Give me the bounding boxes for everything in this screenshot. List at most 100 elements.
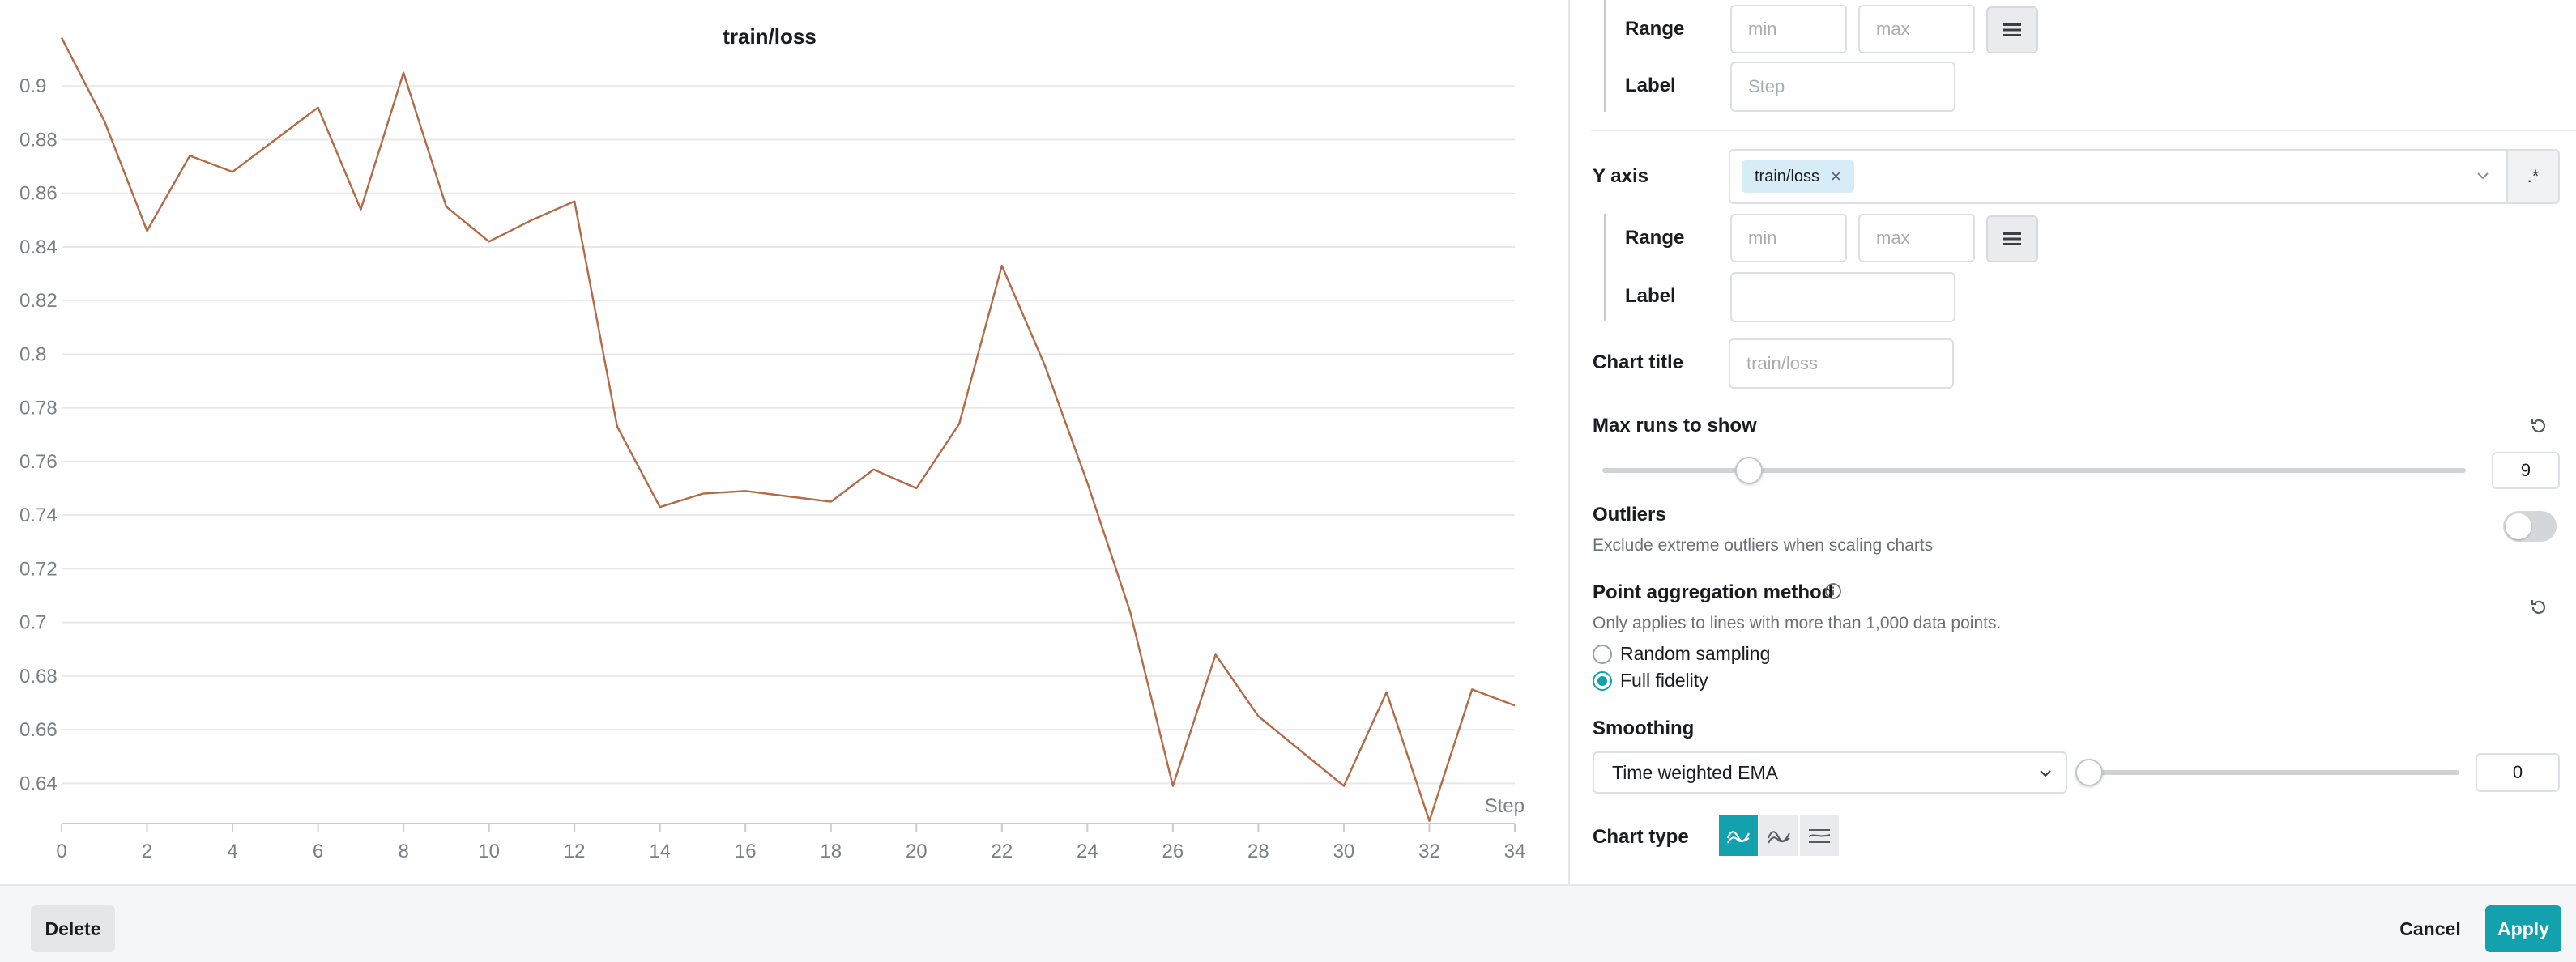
x-range-label: Range (1625, 18, 1685, 40)
x-tick-label: 8 (398, 841, 408, 862)
menu-lines-icon (2003, 232, 2021, 245)
reset-icon[interactable] (2529, 416, 2548, 436)
y-axis-tag-train-loss[interactable]: train/loss × (1742, 160, 1854, 193)
y-tick-label: 0.72 (19, 558, 58, 580)
line-chart-icon (1726, 831, 1750, 844)
radio-random-sampling[interactable] (1593, 645, 1612, 664)
chart-type-area-button[interactable] (1759, 815, 1798, 856)
x-tick-label: 32 (1418, 841, 1440, 862)
max-runs-slider-thumb[interactable] (1735, 457, 1764, 484)
cancel-button[interactable]: Cancel (2399, 917, 2461, 939)
y-tick-label: 0.76 (19, 451, 58, 473)
y-tick-label: 0.66 (19, 719, 58, 741)
x-tick-label: 14 (649, 841, 671, 862)
footer-bar: Delete Cancel Apply (0, 884, 2576, 962)
radio-full-fidelity[interactable] (1593, 671, 1612, 691)
x-axis-group-bracket (1604, 0, 1606, 112)
x-range-max-input[interactable]: max (1858, 5, 1975, 53)
y-axis-group-bracket (1604, 214, 1606, 321)
y-tick-label: 0.82 (19, 290, 58, 312)
x-tick-label: 34 (1504, 841, 1526, 862)
y-axis-label: Y axis (1593, 165, 1648, 187)
panel-divider (1568, 0, 1570, 884)
y-range-max-input[interactable]: max (1858, 214, 1975, 262)
regex-label: .* (2527, 166, 2540, 186)
smoothing-value-input[interactable]: 0 (2476, 753, 2560, 792)
chart-settings-panel: Range min max Label Step Y axis train/lo… (1570, 0, 2576, 884)
section-separator (1591, 130, 2576, 131)
max-runs-slider-track[interactable] (1602, 468, 2466, 473)
x-tick-label: 18 (820, 841, 842, 862)
y-tick-label: 0.7 (19, 612, 46, 634)
series-line-train-loss (60, 37, 1516, 822)
y-tick-label: 0.74 (19, 504, 58, 526)
chevron-down-icon[interactable] (2477, 172, 2489, 180)
x-tick-label: 16 (735, 841, 757, 862)
y-tick-label: 0.86 (19, 183, 58, 205)
x-tick-label: 2 (142, 841, 152, 862)
smoothing-slider-thumb[interactable] (2075, 759, 2103, 786)
y-axis-regex-button[interactable]: .* (2508, 149, 2560, 204)
radio-random-sampling-label[interactable]: Random sampling (1620, 643, 1771, 664)
y-label-label: Label (1625, 285, 1676, 307)
y-tick-label: 0.64 (19, 773, 58, 794)
y-tick-label: 0.9 (19, 75, 46, 97)
toggle-knob (2506, 513, 2531, 539)
chart-type-line-button[interactable] (1719, 815, 1758, 856)
radio-full-fidelity-label[interactable]: Full fidelity (1620, 670, 1708, 691)
x-label-input[interactable]: Step (1730, 62, 1955, 112)
chart-type-group (1719, 815, 1839, 856)
chart-type-label: Chart type (1593, 826, 1689, 848)
y-range-label: Range (1625, 227, 1685, 249)
x-tick-label: 4 (227, 841, 237, 862)
outliers-label: Outliers (1593, 504, 1666, 526)
x-tick-label: 30 (1333, 841, 1355, 862)
y-range-min-input[interactable]: min (1730, 214, 1847, 262)
area-chart-icon (1768, 831, 1790, 844)
y-tick-label: 0.68 (19, 666, 58, 687)
tag-remove-icon[interactable]: × (1831, 166, 1841, 186)
x-label-label: Label (1625, 74, 1676, 96)
aggregation-description: Only applies to lines with more than 1,0… (1593, 614, 2002, 632)
info-icon[interactable] (1824, 582, 1842, 600)
max-runs-input[interactable]: 9 (2492, 452, 2560, 489)
chart-panel: train/loss 0.64 0.66 0.68 0.7 0.72 0.74 0.76 0.… (19, 24, 1526, 862)
x-range-min-input[interactable]: min (1730, 5, 1847, 53)
x-range-options-button[interactable] (1986, 6, 2038, 53)
smoothing-slider-track[interactable] (2088, 770, 2459, 775)
line-chart: train/loss 0.64 0.66 0.68 0.7 0.72 0.74 0.76 0.… (19, 24, 1526, 862)
x-tick-label: 22 (991, 841, 1013, 862)
delete-button[interactable]: Delete (31, 905, 115, 952)
smoothing-label: Smoothing (1593, 717, 1695, 739)
menu-lines-icon (2003, 23, 2021, 36)
stacked-area-icon (1808, 829, 1831, 843)
outliers-toggle[interactable] (2503, 511, 2557, 542)
chevron-down-icon (2040, 770, 2051, 777)
y-axis-select[interactable]: train/loss × (1729, 149, 2508, 204)
aggregation-label: Point aggregation method (1593, 581, 1834, 603)
x-tick-label: 28 (1247, 841, 1269, 862)
x-tick-label: 6 (313, 841, 323, 862)
x-tick-label: 20 (906, 841, 928, 862)
apply-button[interactable]: Apply (2485, 905, 2561, 952)
chart-title: train/loss (723, 24, 817, 49)
y-tick-label: 0.84 (19, 236, 58, 258)
outliers-description: Exclude extreme outliers when scaling ch… (1593, 536, 1934, 555)
y-tick-label: 0.88 (19, 129, 58, 151)
tag-text: train/loss (1755, 167, 1820, 185)
smoothing-method-select[interactable]: Time weighted EMA (1593, 751, 2067, 794)
chart-type-percent-area-button[interactable] (1800, 815, 1839, 856)
x-tick-label: 0 (56, 841, 66, 862)
x-tick-label: 12 (564, 841, 586, 862)
x-tick-label: 10 (478, 841, 500, 862)
max-runs-label: Max runs to show (1593, 415, 1757, 436)
y-label-input[interactable] (1730, 272, 1955, 322)
x-tick-label: 26 (1162, 841, 1184, 862)
y-range-options-button[interactable] (1986, 215, 2038, 262)
y-tick-label: 0.8 (19, 343, 46, 365)
reset-icon[interactable] (2529, 598, 2548, 617)
chart-title-label: Chart title (1593, 351, 1684, 373)
x-tick-label: 24 (1077, 841, 1098, 862)
y-tick-label: 0.78 (19, 398, 58, 419)
chart-title-input[interactable]: train/loss (1729, 338, 1954, 389)
